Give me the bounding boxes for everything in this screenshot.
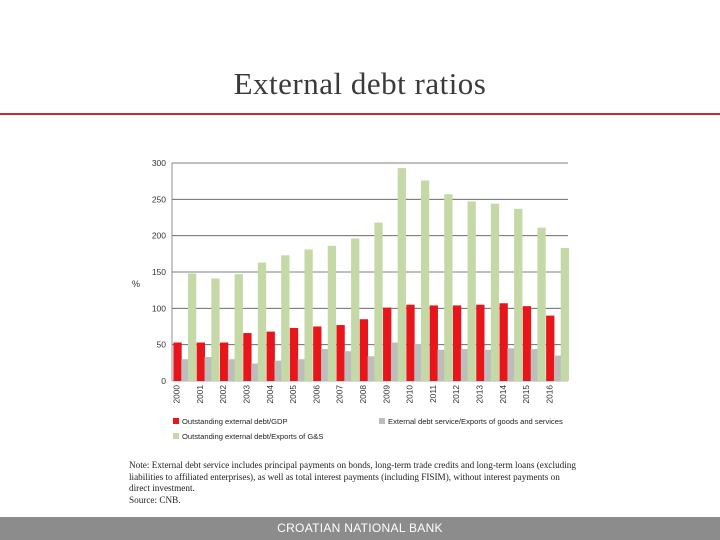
bar [420,180,430,381]
bar [560,248,570,381]
y-tick-label: 250 [152,194,166,204]
external-debt-chart: 0 50 100 150 200 250 300% 2000 2001 2002 2003 2004 2… [132,158,570,441]
bar [359,319,369,381]
bar [297,359,307,381]
x-tick-label: 2008 [358,385,368,404]
bar [321,349,330,381]
bar [537,227,546,381]
legend-label: Outstanding external debt/GDP [182,417,288,426]
bar [522,306,532,381]
bar [304,249,313,381]
bar [429,305,438,381]
bar [234,274,243,381]
bar [499,303,508,381]
bar [188,273,197,381]
bar [414,343,423,381]
bar [196,342,205,381]
bar [452,305,462,381]
x-tick-label: 2014 [498,385,508,404]
bar [484,349,493,381]
source-text: Source: CNB. [129,494,181,505]
bar [227,359,237,381]
x-tick-label: 2006 [311,385,321,404]
bar [204,357,213,381]
legend-swatch [379,418,385,424]
footer-institution-name: CROATIAN NATIONAL BANK [277,521,443,535]
y-tick-label: 100 [152,303,166,313]
bar [374,222,383,381]
x-tick-label: 2009 [381,385,391,404]
x-tick-label: 2015 [521,385,531,404]
bar [257,262,267,381]
tick-layer: 0 50 100 150 200 250 300% 2000 2001 2002 2003 2004 2… [132,158,554,403]
y-tick-label: 150 [152,267,166,277]
x-tick-label: 2013 [474,385,484,404]
x-tick-label: 2007 [335,385,345,404]
bar [336,325,345,381]
y-axis-label: % [132,279,140,289]
legend: Outstanding external debt/GDP External de… [173,417,563,441]
bar [274,360,283,381]
bar [437,349,446,381]
x-tick-label: 2001 [195,385,205,404]
bar [243,333,252,381]
bar [476,304,485,381]
footer-bar: CROATIAN NATIONAL BANK [0,517,720,540]
bar [406,304,415,381]
x-tick-label: 2010 [405,385,415,404]
legend-label: External debt service/Exports of goods a… [388,417,563,426]
x-tick-label: 2003 [242,385,252,404]
chart-note: Note: External debt service includes pri… [129,460,579,506]
x-tick-label: 2004 [265,385,275,404]
y-tick-label: 300 [152,158,166,168]
title-divider [0,113,720,115]
x-tick-label: 2012 [451,385,461,404]
bar [266,331,275,381]
bar [211,278,220,381]
bar [383,307,392,381]
bar [530,349,540,381]
bar-layer [173,168,570,381]
bar [490,203,500,381]
bar [460,349,470,381]
legend-swatch [173,433,179,439]
bar [289,327,299,381]
bar [219,342,229,381]
bar [507,348,516,381]
bar [514,208,523,381]
slide-title: External debt ratios [233,66,487,101]
y-tick-label: 50 [157,340,167,350]
bar [327,245,337,381]
bar [367,356,376,381]
bar [467,201,476,381]
bar [181,359,190,381]
y-tick-label: 0 [161,376,166,386]
legend-label: Outstanding external debt/Exports of G&S [182,432,323,441]
x-tick-label: 2011 [428,385,438,403]
bar [173,342,182,381]
x-tick-label: 2016 [544,385,554,404]
bar [554,355,563,381]
bar [390,342,400,381]
bar [251,363,260,381]
y-tick-label: 200 [152,231,166,241]
bar [444,194,453,381]
x-tick-label: 2000 [172,385,182,404]
x-tick-label: 2002 [218,385,228,404]
bar [344,351,353,381]
bar [351,238,360,381]
x-tick-label: 2005 [288,385,298,404]
legend-swatch [173,418,179,424]
bar [281,255,290,381]
note-text: Note: External debt service includes pri… [129,460,576,494]
bar [313,326,322,381]
bar [546,315,555,381]
bar [397,168,406,381]
